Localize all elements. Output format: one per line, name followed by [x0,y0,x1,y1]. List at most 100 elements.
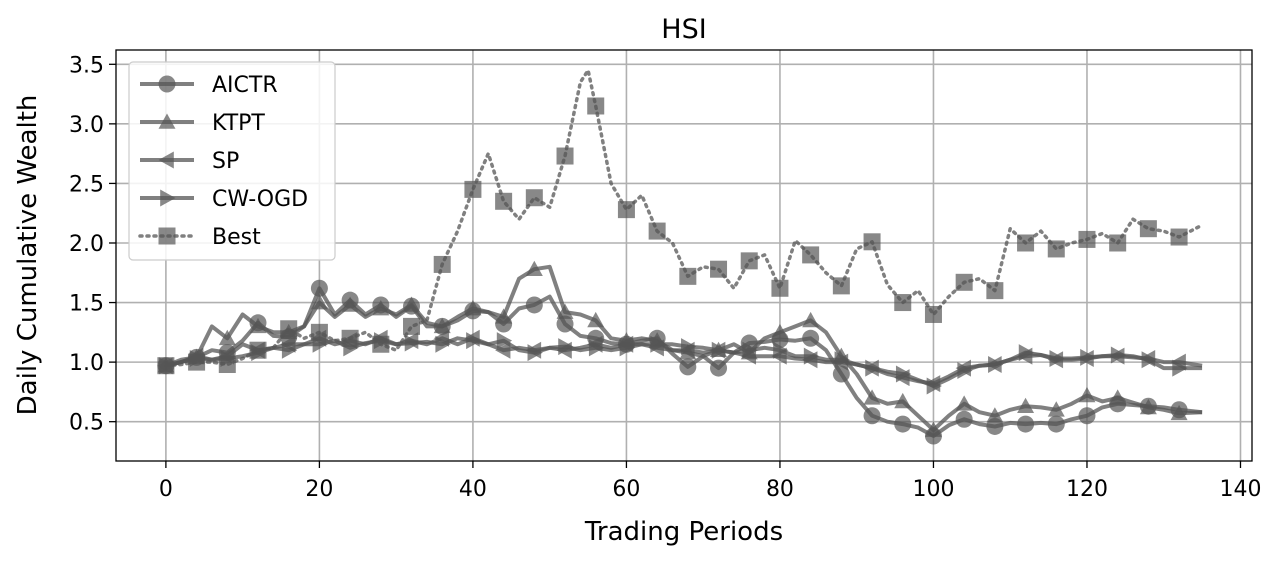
data-point [310,279,328,297]
legend-label: AICTR [212,73,278,98]
data-point [894,415,912,433]
data-point [832,365,850,383]
data-point [832,277,850,295]
data-point [435,335,451,353]
y-axis-label: Daily Cumulative Wealth [13,95,43,416]
legend-entry: CW-OGD [140,187,308,212]
data-point [986,407,1004,423]
legend-label: Best [212,225,261,250]
data-point [894,294,912,312]
x-tick-label: 120 [1066,477,1108,502]
data-point [863,233,881,251]
chart-title: HSI [661,14,706,45]
data-point [1110,346,1127,364]
data-point [280,320,298,338]
data-point [924,305,942,323]
data-point [341,329,359,347]
data-point [587,311,605,328]
data-point [679,358,697,376]
data-point [742,341,758,359]
data-point [771,323,789,340]
data-point [803,347,820,365]
x-tick-label: 40 [459,477,487,502]
data-point [865,359,881,377]
data-point [955,273,973,291]
legend-marker [158,151,174,169]
data-point [525,296,543,314]
data-point [1170,228,1188,246]
data-point [525,260,543,276]
legend-label: SP [212,149,239,174]
y-tick-label: 2.0 [69,232,104,257]
data-point [710,359,728,377]
data-point [1172,359,1188,377]
data-point [587,97,605,115]
data-point [157,357,175,375]
legend-marker [158,227,176,245]
legend-entry: SP [140,149,239,174]
x-tick-label: 100 [912,477,954,502]
data-point [740,252,758,270]
data-point [711,341,728,359]
data-point [403,296,421,312]
data-point [895,365,912,383]
data-point [495,341,511,359]
x-tick-label: 140 [1219,477,1261,502]
data-point [403,317,421,335]
data-point [619,339,635,357]
legend-frame [128,61,336,261]
x-tick-label: 60 [612,477,640,502]
data-point [802,311,820,328]
data-point [1170,404,1188,421]
legend-entry: KTPT [140,111,265,136]
data-point [1049,350,1065,368]
data-point [588,339,605,357]
x-tick-label: 0 [159,477,173,502]
data-point [496,332,513,350]
data-point [433,317,451,334]
data-point [1078,230,1096,248]
y-axis-ticks: 0.5 1.0 1.5 2.0 2.5 3.0 3.5 [69,53,116,436]
data-point [894,392,912,409]
data-point [957,361,973,379]
data-point [955,395,973,411]
data-point [802,329,820,347]
y-tick-label: 0.5 [69,411,104,436]
legend-marker [160,189,176,207]
data-point [218,329,236,346]
data-point [310,294,328,310]
data-point [926,377,942,395]
data-point [1139,220,1157,238]
x-tick-label: 20 [305,477,333,502]
data-point [1078,407,1096,425]
series-layer [157,68,1204,445]
data-point [495,308,513,324]
data-point [525,189,543,207]
legend-marker [158,113,176,129]
data-point [466,332,482,350]
data-point [1047,401,1065,417]
data-point [1080,348,1096,366]
data-point [650,335,666,353]
legend-entry: Best [138,225,261,250]
data-point [1017,397,1035,413]
data-point [218,356,236,374]
data-point [372,300,390,316]
y-tick-label: 1.0 [69,351,104,376]
data-point [188,353,206,371]
data-point [802,246,820,264]
data-point [249,341,267,359]
legend-entries: AICTR KTPT SP CW-OGD Best [138,73,308,250]
data-point [556,315,574,333]
data-point [433,255,451,273]
legend-entry: AICTR [140,73,278,98]
data-point [863,389,881,405]
data-point [372,335,390,353]
data-point [1017,415,1035,433]
data-point [988,356,1004,374]
legend-marker [158,75,176,93]
data-point [249,317,267,334]
data-point [310,323,328,341]
data-point [710,260,728,278]
data-point [495,192,513,210]
